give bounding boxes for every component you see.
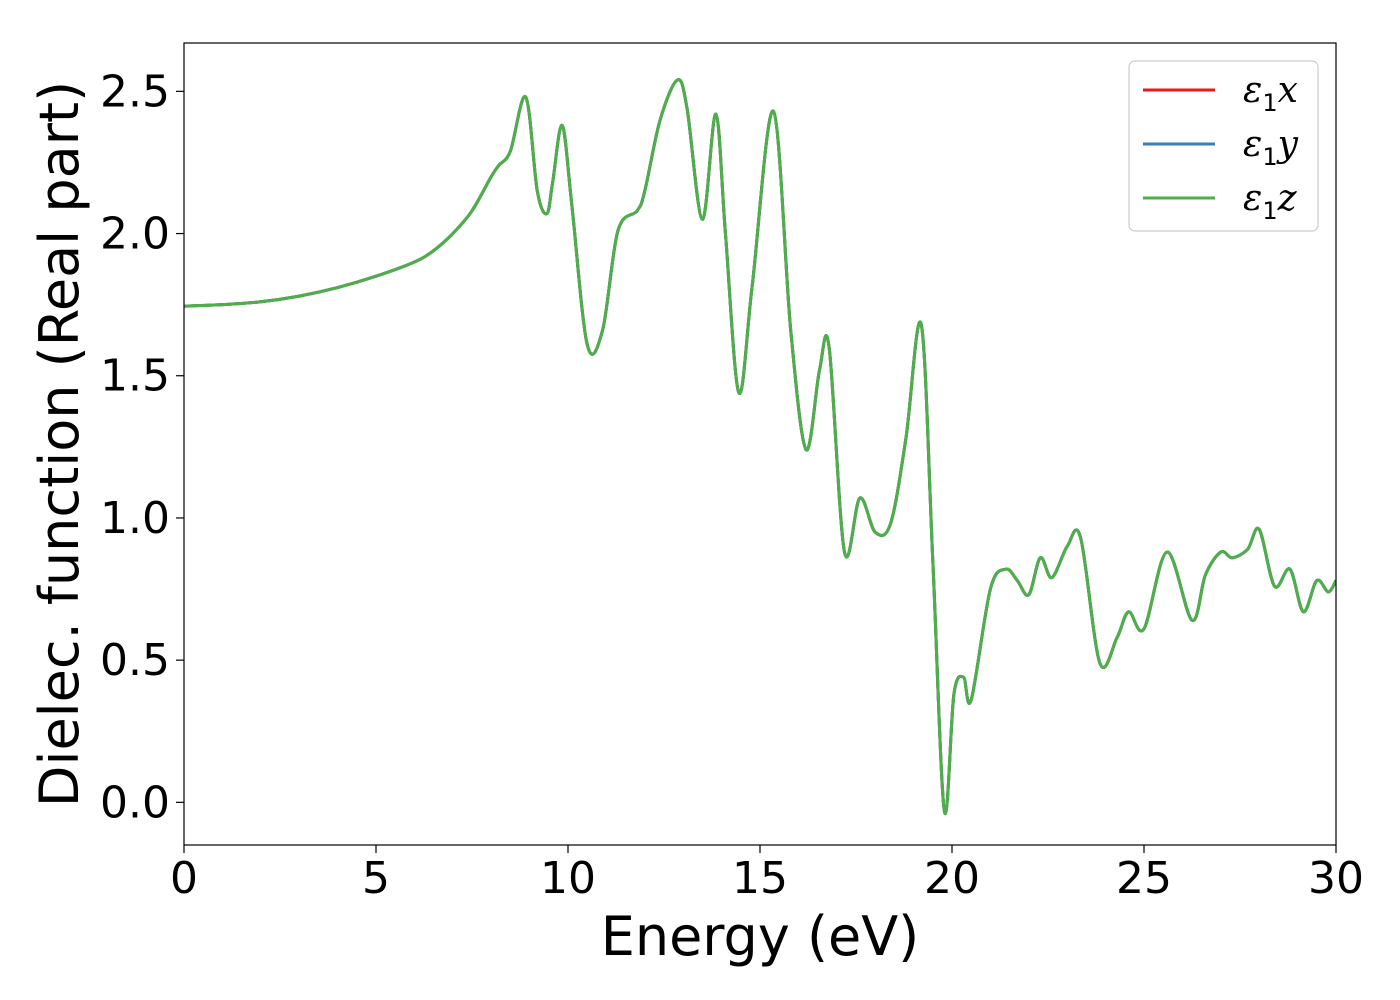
legend: ε1x ε1y ε1z xyxy=(1128,60,1319,232)
legend-box xyxy=(1128,60,1319,232)
y-tick-label: 1.0 xyxy=(100,493,170,544)
x-axis-ticks: 0 5 10 15 20 25 30 xyxy=(170,845,1364,904)
legend-label-x: ε1x xyxy=(1243,70,1298,117)
x-axis-title: Energy (eV) xyxy=(601,905,920,968)
series-layer xyxy=(184,78,1336,816)
x-tick-label: 25 xyxy=(1116,853,1172,904)
y-tick-label: 0.5 xyxy=(100,635,170,686)
x-tick-label: 0 xyxy=(170,853,198,904)
y-tick-label: 2.5 xyxy=(100,66,170,117)
legend-label-y: ε1y xyxy=(1243,124,1299,171)
x-tick-label: 10 xyxy=(540,853,596,904)
x-tick-label: 5 xyxy=(362,853,390,904)
series-line-z xyxy=(184,78,1336,816)
x-tick-label: 15 xyxy=(732,853,788,904)
x-tick-label: 20 xyxy=(924,853,980,904)
y-tick-label: 0.0 xyxy=(100,777,170,828)
y-axis-title: Dielec. function (Real part) xyxy=(28,81,91,807)
y-tick-label: 2.0 xyxy=(100,209,170,260)
legend-label-z: ε1z xyxy=(1243,178,1298,225)
y-axis-ticks: 0.0 0.5 1.0 1.5 2.0 2.5 xyxy=(100,66,184,828)
y-tick-label: 1.5 xyxy=(100,351,170,402)
x-tick-label: 30 xyxy=(1308,853,1364,904)
